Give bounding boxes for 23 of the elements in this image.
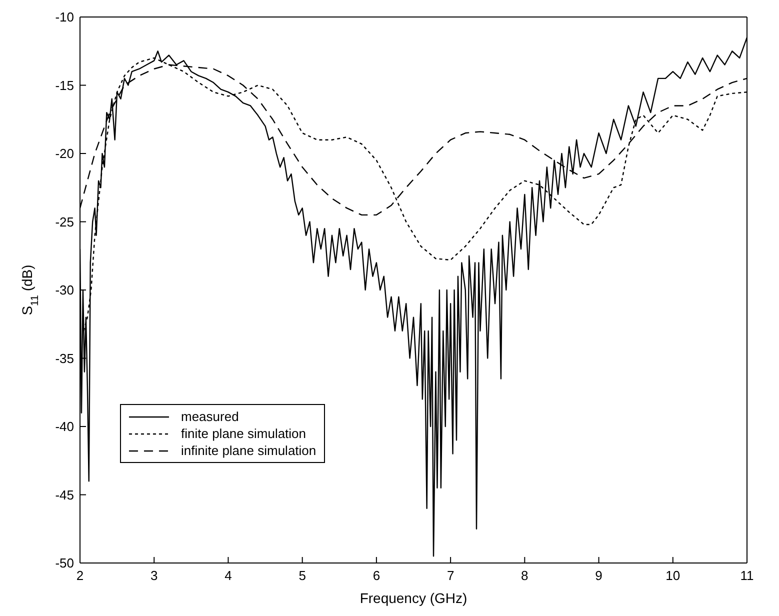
y-tick-label: -25 <box>55 214 74 230</box>
x-axis-title: Frequency (GHz) <box>360 590 468 606</box>
y-tick-label: -30 <box>55 282 74 298</box>
x-tick-label: 2 <box>76 568 84 584</box>
x-tick-label: 4 <box>224 568 232 584</box>
x-tick-label: 11 <box>740 568 754 584</box>
x-tick-label: 9 <box>595 568 602 584</box>
y-tick-label: -35 <box>55 350 74 366</box>
x-tick-label: 7 <box>446 568 454 584</box>
x-tick-label: 5 <box>298 568 306 584</box>
y-tick-label: -40 <box>55 419 74 434</box>
y-tick-label: -50 <box>55 556 74 571</box>
x-tick-label: 8 <box>521 568 528 584</box>
y-tick-label: -10 <box>55 10 74 25</box>
y-tick-label: -45 <box>55 487 74 502</box>
y-tick-label: -20 <box>55 146 74 162</box>
x-tick-label: 6 <box>372 568 380 584</box>
x-tick-label: 3 <box>150 568 158 584</box>
y-tick-label: -15 <box>55 78 74 93</box>
legend-label: finite plane simulation <box>181 426 306 441</box>
x-tick-label: 10 <box>666 568 680 584</box>
legend-label: measured <box>181 409 239 424</box>
legend-label: infinite plane simulation <box>181 443 316 458</box>
